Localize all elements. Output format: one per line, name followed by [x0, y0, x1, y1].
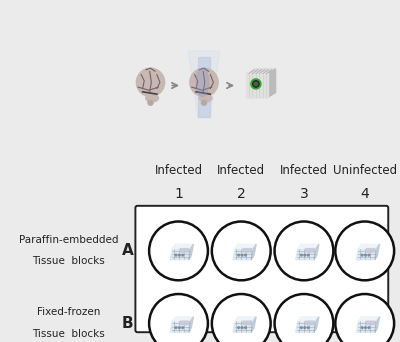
Circle shape	[241, 327, 243, 329]
FancyBboxPatch shape	[306, 321, 314, 325]
Circle shape	[361, 254, 363, 256]
Circle shape	[149, 294, 208, 342]
Circle shape	[365, 327, 366, 329]
Polygon shape	[170, 248, 191, 260]
Polygon shape	[251, 244, 256, 260]
Ellipse shape	[190, 68, 218, 96]
Circle shape	[175, 327, 177, 329]
Text: Uninfected: Uninfected	[333, 164, 397, 177]
Polygon shape	[172, 244, 194, 248]
Circle shape	[300, 254, 302, 256]
Text: 3: 3	[300, 187, 308, 201]
Polygon shape	[188, 244, 194, 260]
Text: Paraffin-embedded: Paraffin-embedded	[19, 235, 118, 245]
Circle shape	[178, 254, 180, 256]
Circle shape	[244, 254, 246, 256]
FancyBboxPatch shape	[366, 321, 375, 325]
Ellipse shape	[196, 68, 209, 96]
Ellipse shape	[136, 68, 165, 96]
Circle shape	[368, 327, 370, 329]
FancyBboxPatch shape	[135, 206, 388, 332]
Circle shape	[304, 327, 306, 329]
Circle shape	[365, 254, 366, 256]
Text: Tissue  blocks: Tissue blocks	[32, 329, 105, 339]
Polygon shape	[170, 321, 191, 332]
Circle shape	[254, 82, 258, 86]
Circle shape	[361, 327, 363, 329]
Polygon shape	[375, 317, 380, 332]
Circle shape	[175, 254, 177, 256]
FancyBboxPatch shape	[246, 73, 268, 98]
Circle shape	[368, 254, 370, 256]
Polygon shape	[356, 248, 377, 260]
Text: Infected: Infected	[217, 164, 265, 177]
Circle shape	[238, 254, 240, 256]
Circle shape	[238, 327, 240, 329]
Polygon shape	[298, 244, 319, 248]
Circle shape	[149, 222, 208, 280]
Circle shape	[274, 222, 333, 280]
Circle shape	[274, 294, 333, 342]
Polygon shape	[235, 317, 256, 321]
Text: A: A	[122, 244, 134, 259]
Text: Infected: Infected	[154, 164, 202, 177]
Circle shape	[307, 254, 309, 256]
Circle shape	[335, 294, 394, 342]
Polygon shape	[298, 317, 319, 321]
FancyBboxPatch shape	[366, 249, 375, 252]
Polygon shape	[172, 317, 194, 321]
Ellipse shape	[202, 101, 206, 105]
Polygon shape	[188, 317, 194, 332]
Polygon shape	[233, 321, 254, 332]
Circle shape	[300, 327, 302, 329]
Circle shape	[253, 81, 259, 87]
Polygon shape	[233, 248, 254, 260]
Circle shape	[244, 327, 246, 329]
Polygon shape	[235, 244, 256, 248]
Ellipse shape	[146, 94, 158, 102]
Text: B: B	[122, 316, 133, 331]
Circle shape	[335, 222, 394, 280]
FancyBboxPatch shape	[180, 249, 189, 252]
FancyBboxPatch shape	[306, 249, 314, 252]
Polygon shape	[198, 57, 210, 117]
Polygon shape	[247, 69, 276, 74]
FancyBboxPatch shape	[243, 249, 252, 252]
Ellipse shape	[199, 94, 212, 102]
Ellipse shape	[148, 101, 153, 105]
Text: 4: 4	[360, 187, 369, 201]
Text: Tissue  blocks: Tissue blocks	[32, 256, 105, 266]
Circle shape	[182, 254, 184, 256]
Circle shape	[307, 327, 309, 329]
Text: Infected: Infected	[280, 164, 328, 177]
Polygon shape	[188, 51, 220, 117]
Text: 2: 2	[237, 187, 246, 201]
Circle shape	[212, 222, 271, 280]
FancyBboxPatch shape	[243, 321, 252, 325]
Polygon shape	[251, 317, 256, 332]
Circle shape	[304, 254, 306, 256]
Polygon shape	[359, 317, 380, 321]
Polygon shape	[375, 244, 380, 260]
Circle shape	[178, 327, 180, 329]
Polygon shape	[314, 317, 319, 332]
FancyBboxPatch shape	[180, 321, 189, 325]
Text: 1: 1	[174, 187, 183, 201]
Text: Fixed-frozen: Fixed-frozen	[37, 307, 100, 317]
Circle shape	[212, 294, 271, 342]
Polygon shape	[314, 244, 319, 260]
Polygon shape	[356, 321, 377, 332]
Polygon shape	[268, 69, 276, 97]
Circle shape	[182, 327, 184, 329]
Polygon shape	[296, 321, 316, 332]
Polygon shape	[359, 244, 380, 248]
Circle shape	[241, 254, 243, 256]
Polygon shape	[296, 248, 316, 260]
